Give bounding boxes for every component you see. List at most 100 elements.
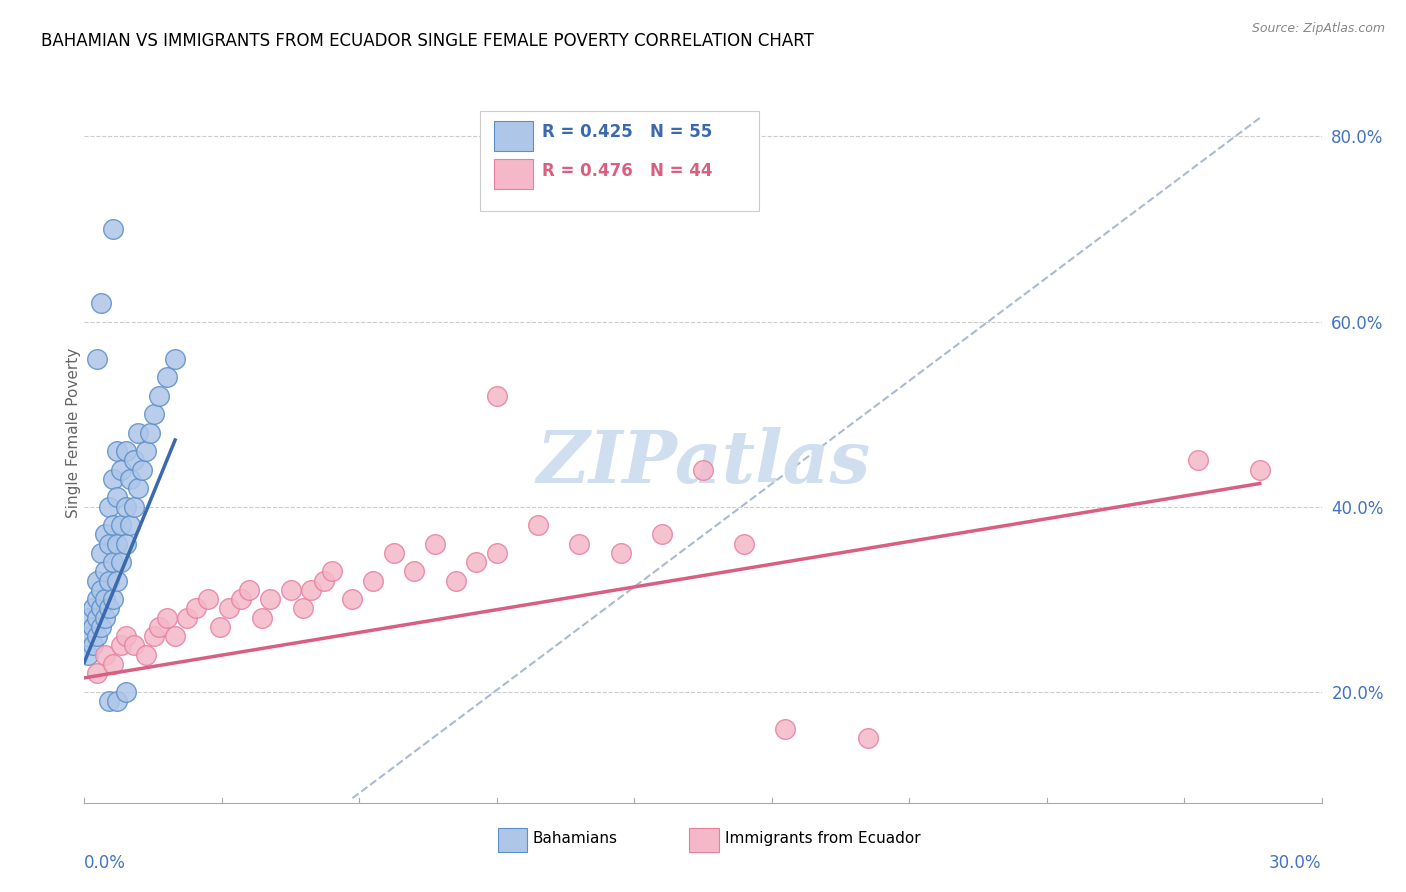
- Point: [105, 694, 128, 708]
- Point: [105, 444, 128, 458]
- Point: [114, 444, 136, 458]
- Point: [444, 574, 467, 588]
- Text: R = 0.425   N = 55: R = 0.425 N = 55: [543, 123, 713, 141]
- Point: [94, 610, 117, 624]
- Point: [122, 500, 145, 514]
- Text: Immigrants from Ecuador: Immigrants from Ecuador: [725, 830, 921, 846]
- Point: [197, 592, 219, 607]
- Point: [103, 472, 125, 486]
- Point: [139, 425, 162, 440]
- Text: ZIPatlas: ZIPatlas: [536, 426, 870, 498]
- Point: [77, 629, 100, 643]
- Point: [98, 574, 121, 588]
- Point: [118, 518, 141, 533]
- Point: [86, 666, 108, 681]
- Point: [110, 555, 132, 569]
- Point: [291, 601, 314, 615]
- FancyBboxPatch shape: [494, 160, 533, 189]
- Point: [90, 582, 112, 597]
- Point: [86, 610, 108, 624]
- Point: [94, 527, 117, 541]
- Point: [143, 629, 166, 643]
- Point: [105, 491, 128, 505]
- Point: [103, 518, 125, 533]
- Point: [176, 610, 198, 624]
- Point: [98, 694, 121, 708]
- Text: BAHAMIAN VS IMMIGRANTS FROM ECUADOR SINGLE FEMALE POVERTY CORRELATION CHART: BAHAMIAN VS IMMIGRANTS FROM ECUADOR SING…: [41, 32, 814, 50]
- Point: [98, 500, 121, 514]
- Text: 0.0%: 0.0%: [84, 854, 127, 871]
- Point: [465, 555, 488, 569]
- Point: [382, 546, 405, 560]
- Point: [105, 574, 128, 588]
- Point: [280, 582, 302, 597]
- Point: [135, 444, 157, 458]
- Point: [218, 601, 240, 615]
- FancyBboxPatch shape: [689, 828, 718, 852]
- Point: [485, 546, 508, 560]
- Point: [135, 648, 157, 662]
- Point: [127, 425, 149, 440]
- Point: [114, 629, 136, 643]
- Point: [321, 565, 343, 579]
- Point: [103, 222, 125, 236]
- Point: [568, 536, 591, 550]
- Point: [229, 592, 252, 607]
- Text: Bahamians: Bahamians: [533, 830, 617, 846]
- Point: [114, 536, 136, 550]
- Point: [609, 546, 631, 560]
- Point: [238, 582, 260, 597]
- Point: [77, 648, 100, 662]
- Point: [143, 407, 166, 421]
- Point: [692, 462, 714, 476]
- Point: [485, 389, 508, 403]
- Point: [118, 472, 141, 486]
- Point: [299, 582, 322, 597]
- Point: [184, 601, 207, 615]
- Text: 30.0%: 30.0%: [1270, 854, 1322, 871]
- Point: [94, 648, 117, 662]
- Point: [103, 555, 125, 569]
- Point: [122, 639, 145, 653]
- Point: [114, 500, 136, 514]
- Point: [131, 462, 153, 476]
- Point: [312, 574, 335, 588]
- Point: [90, 546, 112, 560]
- Point: [1249, 462, 1271, 476]
- Point: [90, 296, 112, 310]
- Point: [114, 685, 136, 699]
- Point: [1187, 453, 1209, 467]
- Point: [259, 592, 281, 607]
- Point: [105, 536, 128, 550]
- Point: [110, 639, 132, 653]
- Point: [90, 601, 112, 615]
- Point: [127, 481, 149, 495]
- Point: [856, 731, 879, 745]
- Point: [148, 620, 170, 634]
- Point: [86, 592, 108, 607]
- Point: [651, 527, 673, 541]
- Point: [82, 639, 104, 653]
- Point: [361, 574, 384, 588]
- Text: R = 0.476   N = 44: R = 0.476 N = 44: [543, 162, 713, 180]
- Point: [77, 610, 100, 624]
- Point: [98, 601, 121, 615]
- Point: [165, 351, 187, 366]
- Point: [82, 620, 104, 634]
- Point: [86, 574, 108, 588]
- Point: [82, 601, 104, 615]
- Point: [94, 592, 117, 607]
- Y-axis label: Single Female Poverty: Single Female Poverty: [66, 348, 80, 517]
- Point: [775, 722, 797, 736]
- Point: [94, 565, 117, 579]
- Point: [122, 453, 145, 467]
- Point: [165, 629, 187, 643]
- FancyBboxPatch shape: [498, 828, 527, 852]
- Point: [250, 610, 273, 624]
- Point: [103, 592, 125, 607]
- Point: [342, 592, 364, 607]
- Point: [209, 620, 232, 634]
- Point: [527, 518, 550, 533]
- FancyBboxPatch shape: [481, 111, 759, 211]
- Point: [110, 462, 132, 476]
